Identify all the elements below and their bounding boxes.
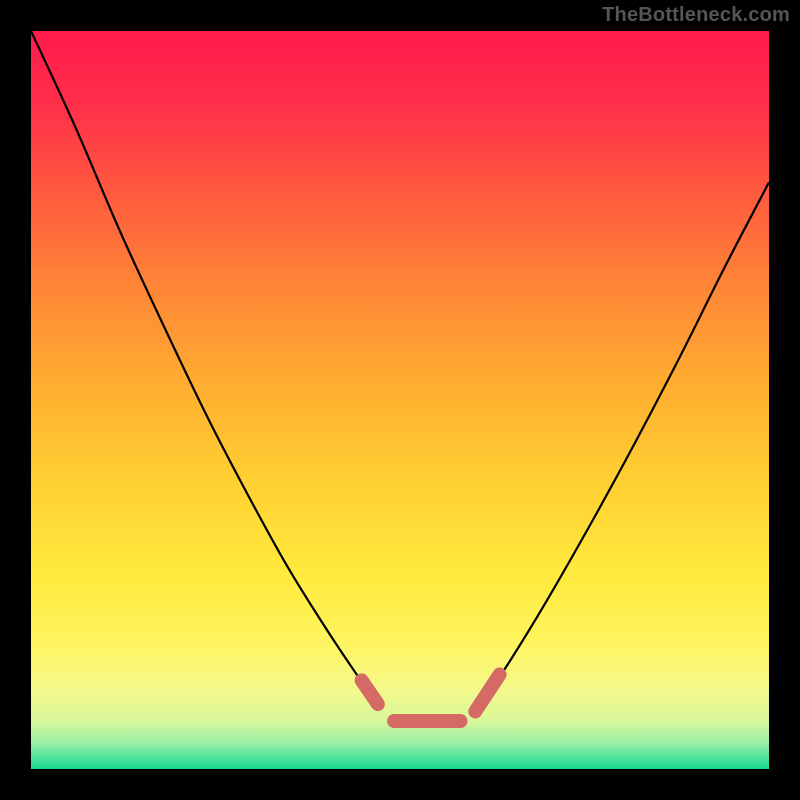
curve-right-branch [481,182,769,704]
chart-frame: TheBottleneck.com [0,0,800,800]
minimum-marker-segments [362,675,500,721]
marker-segment [362,680,378,704]
plot-area [31,31,769,769]
curve-left-branch [31,31,378,704]
marker-segment [475,675,499,712]
watermark-text: TheBottleneck.com [602,4,790,27]
bottleneck-curve [31,31,769,769]
